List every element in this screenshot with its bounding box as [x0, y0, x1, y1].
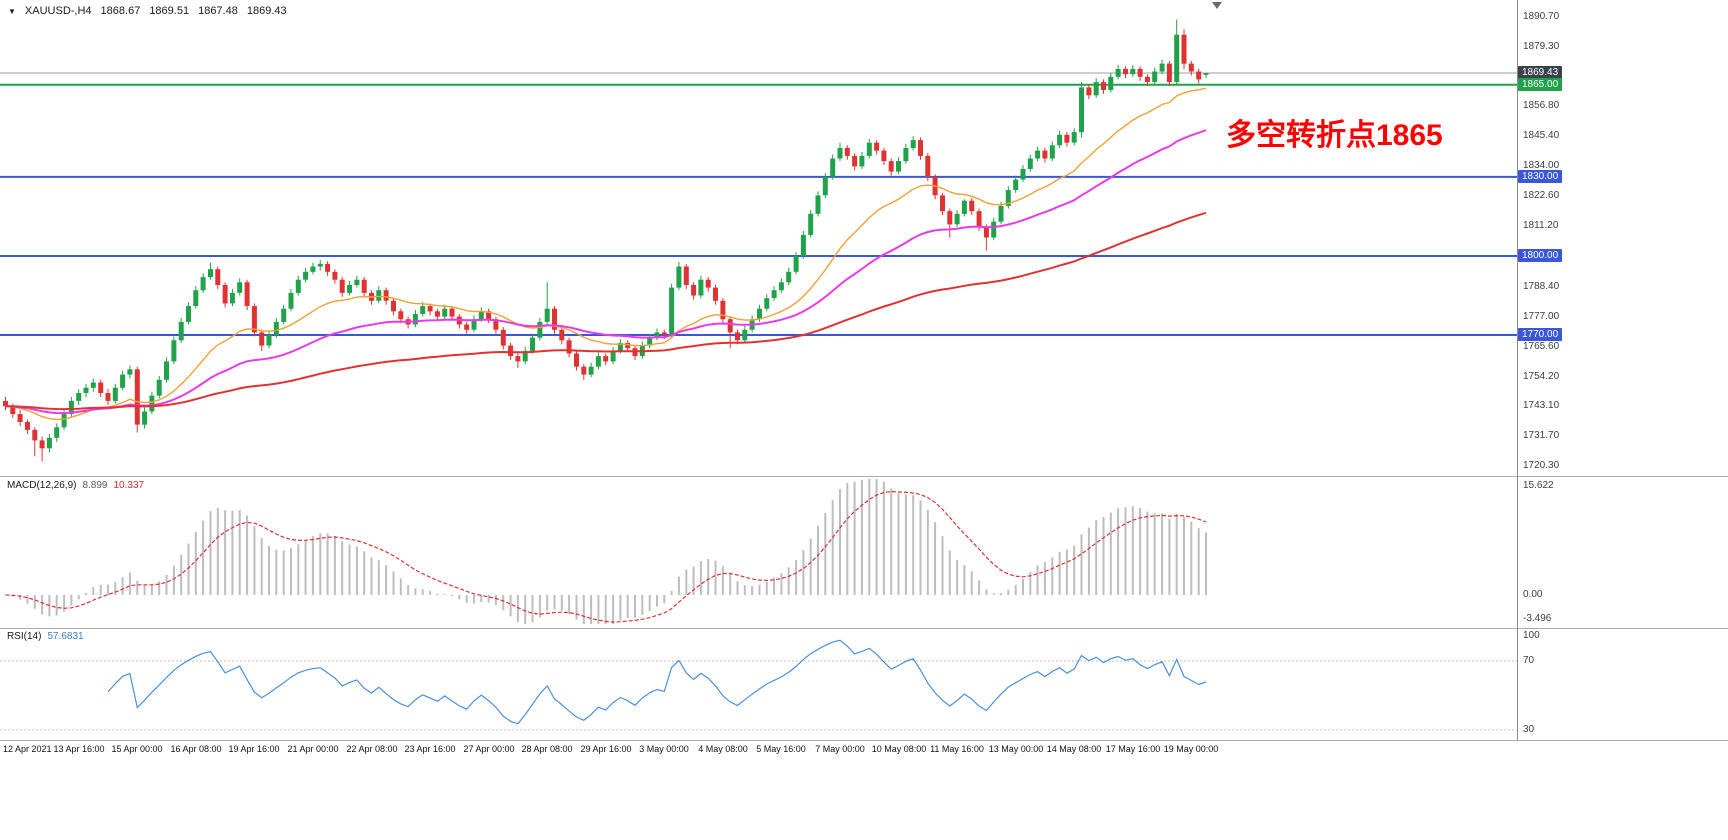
- rsi-label: RSI(14) 57.6831: [7, 631, 84, 642]
- time-axis-label: 19 Apr 16:00: [228, 744, 280, 754]
- time-axis-label: 29 Apr 16:00: [580, 744, 632, 754]
- price-axis-label: 1777.00: [1523, 311, 1560, 322]
- price-axis-label: 1743.10: [1523, 400, 1560, 411]
- macd-scale-label: 0.00: [1523, 589, 1543, 600]
- price-axis-label: 1720.30: [1523, 460, 1560, 471]
- price-scale[interactable]: 1890.70 1879.30 1856.80 1845.40 1834.00 1822.…: [1517, 0, 1728, 840]
- price-scale-separator: [1517, 0, 1518, 740]
- macd-main-value: 8.899: [82, 480, 108, 491]
- price-axis-label: 1754.20: [1523, 371, 1560, 382]
- time-axis-label: 11 May 16:00: [930, 744, 984, 754]
- symbol-dropdown-icon[interactable]: ▼: [8, 7, 16, 16]
- time-axis-label: 13 May 00:00: [988, 744, 1044, 754]
- price-tag-1869.43: 1869.43: [1518, 66, 1563, 79]
- time-axis-label: 28 Apr 08:00: [521, 744, 573, 754]
- symbol-timeframe-label: XAUUSD-,H4: [24, 5, 92, 17]
- rsi-scale-label: 100: [1523, 630, 1540, 641]
- time-axis-label: 23 Apr 16:00: [404, 744, 456, 754]
- macd-panel-canvas[interactable]: [0, 476, 1517, 628]
- price-tag-1800.00: 1800.00: [1518, 249, 1563, 262]
- price-tag-1865.00: 1865.00: [1518, 78, 1563, 91]
- rsi-value: 57.6831: [47, 631, 84, 642]
- macd-histogram: [11, 479, 1207, 624]
- macd-signal-value: 10.337: [113, 480, 145, 491]
- price-axis-label: 1890.70: [1523, 11, 1560, 22]
- macd-signal-line: [5, 490, 1207, 623]
- time-axis[interactable]: 12 Apr 2021 13 Apr 16:00 15 Apr 00:00 16 Ap…: [0, 744, 1517, 764]
- price-axis-label: 1811.20: [1523, 220, 1559, 231]
- time-axis-label: 14 May 08:00: [1046, 744, 1102, 754]
- time-axis-label: 21 Apr 00:00: [287, 744, 339, 754]
- rsi-scale-label: 70: [1523, 655, 1535, 666]
- rsi-name: RSI(14): [7, 631, 42, 642]
- rsi-scale-label: 30: [1523, 724, 1535, 735]
- time-axis-label: 19 May 00:00: [1163, 744, 1219, 754]
- rsi-line: [107, 639, 1207, 725]
- macd-scale-label: -3.496: [1523, 613, 1552, 624]
- macd-panel-separator[interactable]: [0, 476, 1728, 477]
- price-axis-label: 1822.60: [1523, 190, 1560, 201]
- price-axis-label: 1834.00: [1523, 160, 1560, 171]
- macd-name: MACD(12,26,9): [7, 480, 77, 491]
- price-axis-label: 1765.60: [1523, 341, 1560, 352]
- price-axis-label: 1731.70: [1523, 430, 1560, 441]
- main-chart-canvas[interactable]: [0, 0, 1517, 476]
- price-axis-label: 1856.80: [1523, 100, 1560, 111]
- price-axis-label: 1788.40: [1523, 281, 1560, 292]
- quote-high: 1869.51: [149, 5, 190, 17]
- candles-series: [3, 19, 1209, 462]
- price-axis-label: 1879.30: [1523, 41, 1560, 52]
- chart-info-bar: ▼ XAUUSD-,H4 1868.67 1869.51 1867.48 1869.43: [8, 5, 296, 17]
- price-tag-1770.00: 1770.00: [1518, 328, 1563, 341]
- time-axis-label: 27 Apr 00:00: [463, 744, 515, 754]
- ma-slow-red: [5, 211, 1207, 411]
- macd-scale-label: 15.622: [1523, 480, 1554, 491]
- time-axis-label: 4 May 08:00: [698, 744, 748, 754]
- time-axis-label: 3 May 00:00: [639, 744, 689, 754]
- price-tag-1830.00: 1830.00: [1518, 170, 1563, 183]
- quote-open: 1868.67: [100, 5, 141, 17]
- price-axis-label: 1845.40: [1523, 130, 1560, 141]
- time-axis-label: 22 Apr 08:00: [346, 744, 398, 754]
- time-axis-separator: [0, 740, 1728, 741]
- quote-close: 1869.43: [246, 5, 287, 17]
- quote-low: 1867.48: [198, 5, 238, 17]
- time-axis-label: 17 May 16:00: [1105, 744, 1161, 754]
- macd-label: MACD(12,26,9) 8.899 10.337: [7, 480, 144, 491]
- chart-annotation: 多空转折点1865: [1226, 119, 1443, 152]
- time-axis-label: 15 Apr 00:00: [111, 744, 163, 754]
- time-axis-label: 10 May 08:00: [871, 744, 927, 754]
- time-axis-label: 5 May 16:00: [756, 744, 806, 754]
- chart-shift-marker[interactable]: [1212, 2, 1222, 9]
- time-axis-label: 16 Apr 08:00: [170, 744, 222, 754]
- ma-mid-magenta: [5, 129, 1207, 415]
- ma-fast-orange: [5, 87, 1207, 421]
- rsi-panel-canvas[interactable]: [0, 628, 1517, 740]
- rsi-panel-separator[interactable]: [0, 628, 1728, 629]
- time-axis-label: 13 Apr 16:00: [53, 744, 105, 754]
- time-axis-label: 7 May 00:00: [815, 744, 865, 754]
- time-axis-label: 12 Apr 2021: [3, 744, 52, 754]
